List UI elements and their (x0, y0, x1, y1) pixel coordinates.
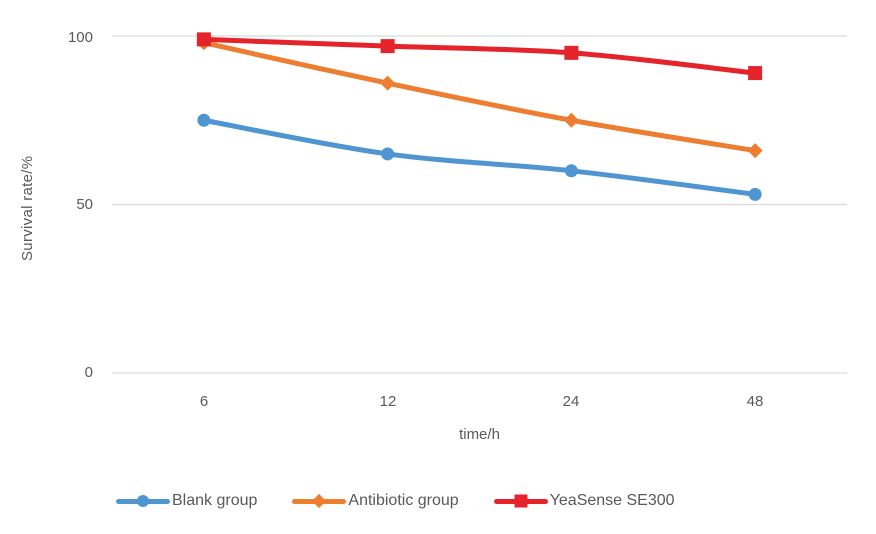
x-tick-label: 6 (199, 393, 209, 410)
x-tick-label: 24 (562, 393, 580, 410)
legend-item-antibiotic-group: Antibiotic group (292, 492, 459, 510)
line-circle-marker-icon (116, 493, 170, 509)
y-tick-label: 50 (76, 196, 93, 213)
x-tick-label: 12 (379, 393, 397, 410)
x-tick-label: 48 (746, 393, 764, 410)
legend-item-yeasense-se300: YeaSense SE300 (493, 492, 675, 510)
legend: Blank group Antibiotic group YeaSense SE… (116, 492, 675, 510)
line-diamond-marker-icon (292, 493, 347, 509)
y-tick-label: 0 (84, 364, 93, 381)
legend-label: Blank group (172, 492, 258, 509)
legend-label: YeaSense SE300 (549, 492, 675, 509)
legend-label: Antibiotic group (348, 492, 459, 509)
line-square-marker-icon (493, 493, 548, 509)
legend-item-blank-group: Blank group (116, 492, 257, 510)
x-axis-title: time/h (459, 426, 500, 443)
y-tick-label: 100 (67, 29, 93, 46)
